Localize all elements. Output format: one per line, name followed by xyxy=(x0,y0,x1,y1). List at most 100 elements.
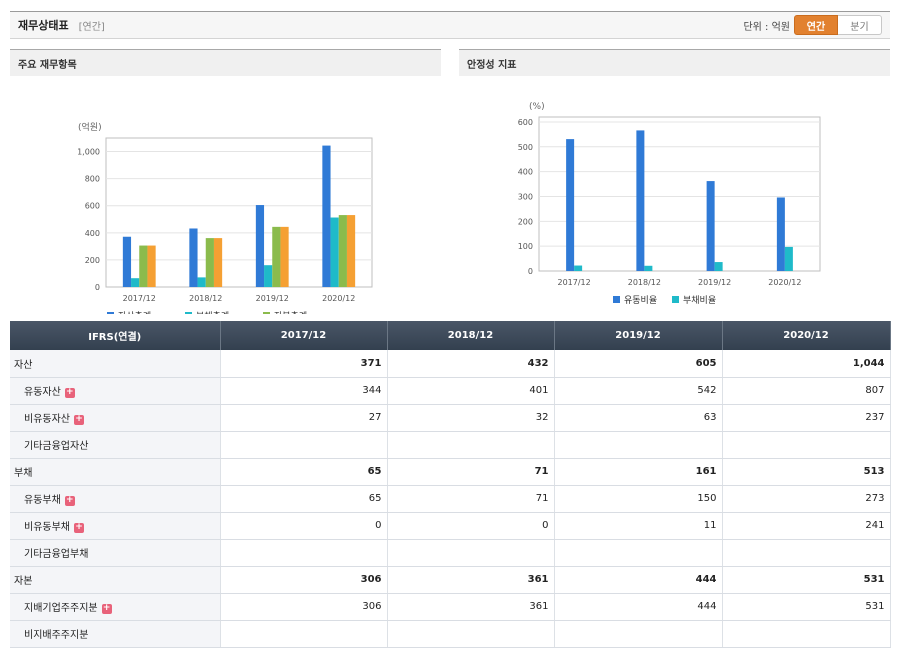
value-cell xyxy=(554,620,723,648)
table-row: 비유동부채 +0 0 11 241 xyxy=(10,512,891,540)
x-tick-label: 2020/12 xyxy=(322,294,355,303)
value-cell: 444 xyxy=(554,566,723,594)
bar xyxy=(574,265,583,271)
bar xyxy=(706,181,715,271)
bar xyxy=(566,139,575,271)
value-cell: 71 xyxy=(387,485,555,513)
value-cell: 361 xyxy=(387,593,555,621)
value-cell xyxy=(722,431,891,459)
row-label-cell: 부채 xyxy=(10,458,221,486)
row-label-cell: 기타금융업부채 xyxy=(10,539,221,567)
table-row: 비유동자산 +27 32 63 237 xyxy=(10,404,891,432)
bar xyxy=(189,228,198,287)
row-label-cell: 지배기업주주지분 + xyxy=(10,593,221,621)
bar xyxy=(213,238,223,287)
key-financials-chart: (억원) 0 200 400 600 800 1,000 2017/12 2018/12 2019… xyxy=(77,121,373,314)
value-cell: 531 xyxy=(722,593,891,621)
row-label: 유동부채 xyxy=(24,495,61,506)
expand-plus-icon[interactable]: + xyxy=(101,603,112,614)
unit-label: 단위 : 억원 xyxy=(743,22,790,33)
legend-label: 자산총계 xyxy=(118,310,151,314)
y-axis-label: (%) xyxy=(529,102,545,112)
row-label-cell: 비지배주주지분 xyxy=(10,620,221,648)
legend-swatch xyxy=(672,296,679,303)
bar xyxy=(264,265,273,287)
expand-plus-icon[interactable]: + xyxy=(64,495,75,506)
value-cell: 605 xyxy=(554,350,723,378)
value-cell: 0 xyxy=(220,512,388,540)
table-row: 부채 65 71 161 513 xyxy=(10,458,891,486)
y-tick-label: 200 xyxy=(518,217,533,226)
table-row: 지배기업주주지분 +306 361 444 531 xyxy=(10,593,891,621)
y-tick-label: 500 xyxy=(518,143,533,152)
key-financials-panel: 주요 재무항목 (억원) 0 200 400 600 800 1,000 2017/12 201… xyxy=(10,49,441,314)
page-subtitle: [연간] xyxy=(78,21,105,33)
bar xyxy=(644,265,653,271)
row-label: 부채 xyxy=(14,468,33,479)
row-label-cell: 비유동부채 + xyxy=(10,512,221,540)
page-title: 재무상태표 xyxy=(18,19,69,32)
bar xyxy=(330,217,339,287)
legend-swatch xyxy=(613,296,620,303)
key-financials-title: 주요 재무항목 xyxy=(10,49,441,76)
stability-title: 안정성 지표 xyxy=(459,49,890,76)
bar xyxy=(714,262,723,271)
page-header: 재무상태표 [연간] 단위 : 억원 연간 분기 xyxy=(10,11,890,39)
value-cell: 32 xyxy=(387,404,555,432)
table-row: 유동부채 +65 71 150 273 xyxy=(10,485,891,513)
table-header-label: IFRS(연결) xyxy=(10,321,221,350)
table-header-row: IFRS(연결) 2017/12 2018/12 2019/12 2020/12 xyxy=(10,321,891,350)
value-cell: 65 xyxy=(220,485,388,513)
y-tick-label: 200 xyxy=(85,256,100,265)
value-cell xyxy=(220,620,388,648)
value-cell: 361 xyxy=(387,566,555,594)
row-label-cell: 자본 xyxy=(10,566,221,594)
bar xyxy=(255,205,265,287)
balance-sheet-table: IFRS(연결) 2017/12 2018/12 2019/12 2020/12… xyxy=(10,321,891,648)
y-axis-label: (억원) xyxy=(78,121,102,133)
row-label-cell: 기타금융업자산 xyxy=(10,431,221,459)
x-tick-label: 2017/12 xyxy=(123,294,156,303)
value-cell: 65 xyxy=(220,458,388,486)
value-cell: 273 xyxy=(722,485,891,513)
row-label: 자산 xyxy=(14,359,33,371)
tab-quarterly[interactable]: 분기 xyxy=(838,15,882,35)
legend-swatch xyxy=(185,312,192,314)
row-label-cell: 유동부채 + xyxy=(10,485,221,513)
expand-plus-icon[interactable]: + xyxy=(64,387,75,398)
table-header-year: 2018/12 xyxy=(387,321,555,350)
value-cell: 513 xyxy=(722,458,891,486)
value-cell: 306 xyxy=(220,566,388,594)
tab-annual[interactable]: 연간 xyxy=(794,15,838,35)
bar xyxy=(131,278,140,287)
value-cell: 150 xyxy=(554,485,723,513)
y-tick-label: 400 xyxy=(85,229,100,238)
value-cell: 807 xyxy=(722,377,891,405)
table-header-year: 2020/12 xyxy=(722,321,891,350)
table-row: 기타금융업부채 xyxy=(10,539,891,567)
value-cell: 241 xyxy=(722,512,891,540)
table-row: 기타금융업자산 xyxy=(10,431,891,459)
value-cell: 0 xyxy=(387,512,555,540)
period-toggle: 연간 분기 xyxy=(794,15,882,35)
table-body: 자산 371 432 605 1,044 유동자산 +344 401 542 807 비유동자산 +2… xyxy=(10,350,891,648)
row-label: 기타금융업자산 xyxy=(24,441,89,452)
x-tick-label: 2017/12 xyxy=(558,278,591,287)
expand-plus-icon[interactable]: + xyxy=(74,414,84,425)
x-tick-label: 2018/12 xyxy=(628,278,661,287)
value-cell xyxy=(387,431,555,459)
bar xyxy=(338,215,347,287)
x-tick-label: 2018/12 xyxy=(189,294,222,303)
bar xyxy=(205,238,214,287)
value-cell: 71 xyxy=(387,458,555,486)
row-label: 비지배주주지분 xyxy=(24,630,89,641)
x-tick-label: 2020/12 xyxy=(768,278,801,287)
row-label: 유동자산 xyxy=(24,387,61,398)
bar xyxy=(346,215,356,287)
value-cell: 1,044 xyxy=(722,350,891,378)
value-cell: 542 xyxy=(554,377,723,405)
row-label: 기타금융업부채 xyxy=(24,549,89,560)
value-cell: 344 xyxy=(220,377,388,405)
expand-plus-icon[interactable]: + xyxy=(74,522,84,533)
row-label: 자본 xyxy=(14,576,33,587)
